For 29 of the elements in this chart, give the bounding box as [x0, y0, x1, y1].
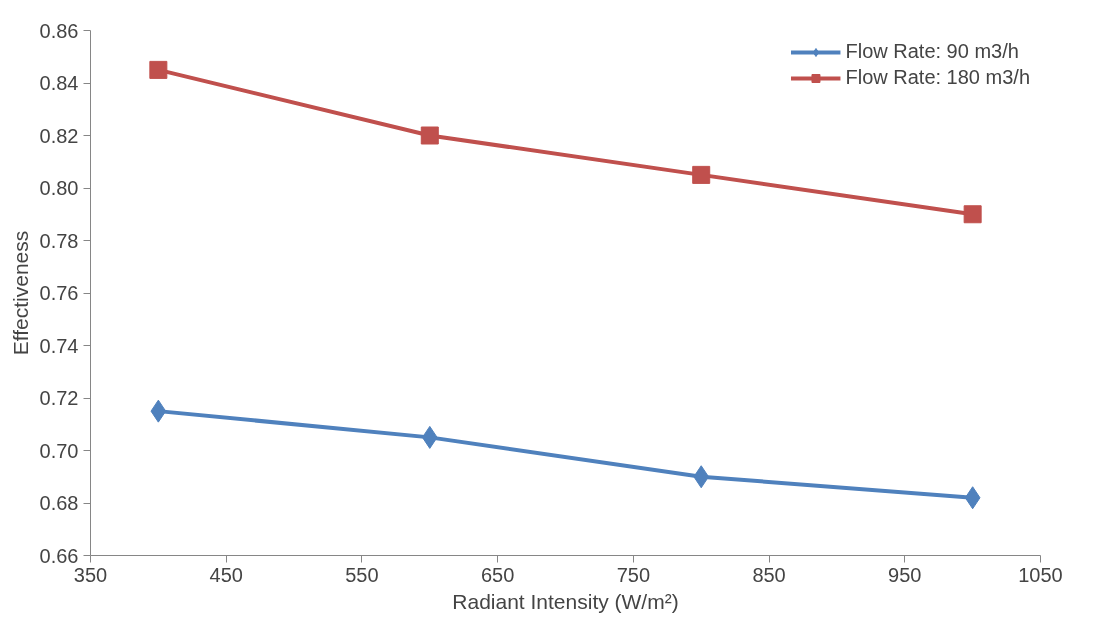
point: [420, 126, 439, 145]
point: [692, 165, 711, 184]
y-tick-label: 0.74: [39, 334, 79, 357]
y-tick-label: 0.70: [39, 439, 79, 462]
y-tick-label: 0.72: [39, 387, 79, 409]
x-tick-label: 450: [209, 563, 243, 586]
y-tick-label: 0.84: [39, 72, 79, 94]
y-tick-label: 0.82: [39, 124, 79, 147]
x-tick-label: 650: [480, 563, 515, 586]
legend-label: Flow Rate: 180 m3/h: [845, 66, 1030, 89]
legend-label: Flow Rate: 90 m3/h: [845, 40, 1019, 63]
x-tick-label: 1050: [1018, 563, 1063, 586]
y-tick-label: 0.86: [39, 19, 79, 42]
x-tick-label: 550: [345, 563, 379, 586]
x-axis-title: Radiant Intensity (W/m²): [452, 589, 679, 613]
point: [693, 465, 710, 489]
x-tick-label: 750: [616, 563, 651, 586]
point: [150, 399, 167, 423]
point: [421, 425, 438, 449]
x-tick-label: 850: [752, 563, 786, 586]
x-tick-label: 950: [888, 563, 922, 586]
point: [964, 486, 981, 510]
point: [149, 60, 168, 79]
point: [963, 205, 982, 224]
y-tick-label: 0.80: [39, 177, 79, 199]
y-tick-label: 0.68: [39, 492, 79, 514]
y-axis-title: Effectiveness: [8, 230, 32, 356]
y-tick-label: 0.78: [39, 229, 79, 252]
y-tick-label: 0.76: [39, 282, 79, 304]
